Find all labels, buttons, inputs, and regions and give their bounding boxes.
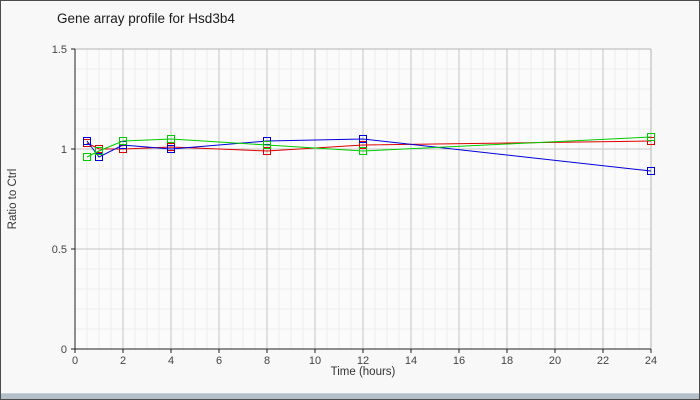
y-tick-label: 1 [61,144,67,156]
series-red-marker [263,147,271,155]
series-green-marker [647,133,655,141]
x-tick-label: 8 [264,355,270,367]
x-tick-label: 0 [72,355,78,367]
x-tick-label: 14 [405,355,417,367]
series-blue-marker [83,137,91,145]
y-tick-label: 1.5 [52,44,67,56]
x-tick-label: 2 [120,355,126,367]
series-green-marker [359,147,367,155]
series-green-marker [167,135,175,143]
x-tick-label: 18 [501,355,513,367]
bottom-strip [1,393,699,399]
series-blue-marker [95,153,103,161]
series-red-line [86,140,652,152]
x-tick-label: 24 [645,355,657,367]
series-green-marker [119,137,127,145]
chart-title: Gene array profile for Hsd3b4 [57,11,235,26]
x-axis-title: Time (hours) [330,366,396,378]
series-blue-marker [647,167,655,175]
y-tick-label: 0 [61,344,67,356]
x-tick-label: 10 [309,355,321,367]
y-axis-title: Ratio to Ctrl [7,168,19,230]
series-blue-marker [167,145,175,153]
x-tick-label: 20 [549,355,561,367]
x-tick-label: 6 [216,355,222,367]
series-blue-line [86,138,652,172]
series-blue-marker [359,135,367,143]
y-tick-label: 0.5 [52,244,67,256]
x-tick-label: 4 [168,355,174,367]
series-green-marker [263,141,271,149]
series-red-marker [359,141,367,149]
x-tick-label: 12 [357,355,369,367]
x-tick-label: 16 [453,355,465,367]
x-tick-label: 22 [597,355,609,367]
series-green-line [86,136,652,158]
series-green-marker [95,147,103,155]
series-green-marker [83,153,91,161]
